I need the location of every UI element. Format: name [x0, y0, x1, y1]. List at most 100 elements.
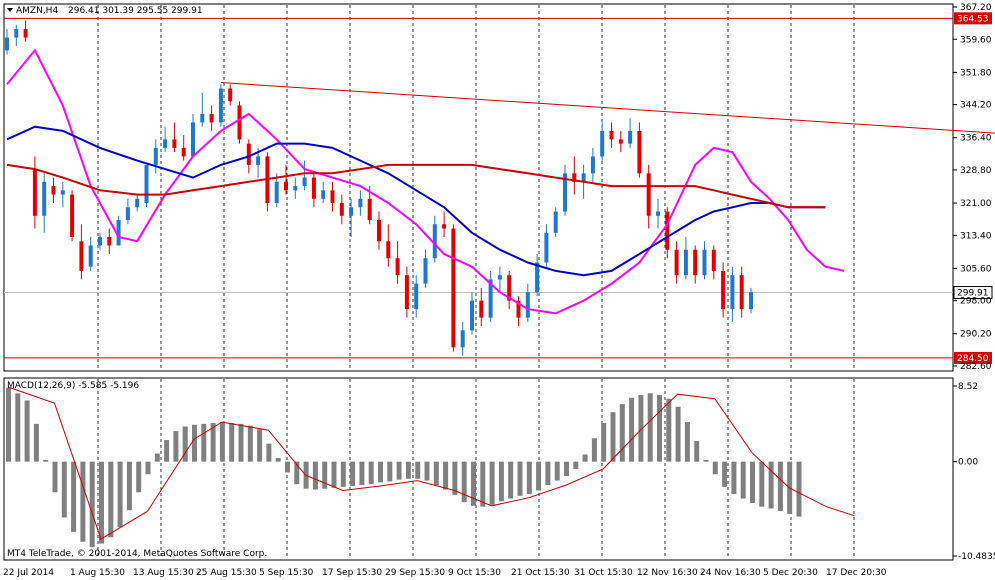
- macd-bar: [247, 425, 253, 462]
- candle-body: [590, 156, 595, 174]
- candle-body: [525, 292, 530, 318]
- macd-bar: [396, 461, 402, 480]
- candle-body: [70, 194, 75, 237]
- time-tick-label: 13 Aug 15:30: [133, 568, 194, 578]
- candle-body: [432, 224, 437, 259]
- macd-bar: [619, 404, 625, 462]
- macd-bar: [722, 461, 728, 487]
- macd-bar: [712, 461, 718, 475]
- macd-bar: [182, 426, 188, 462]
- macd-bar: [80, 461, 86, 542]
- candle-body: [209, 113, 214, 123]
- candle-body: [153, 147, 158, 165]
- horizontal-levels: 364.53 284.50 299.91: [4, 12, 993, 364]
- macd-bar: [387, 461, 393, 482]
- macd-bar: [517, 461, 523, 496]
- time-tick-label: 17 Dec 20:30: [826, 568, 887, 578]
- macd-bar: [322, 461, 328, 489]
- candle-body: [544, 232, 549, 263]
- macd-bar: [415, 461, 421, 479]
- moving-average-line: [6, 163, 826, 209]
- candle-body: [646, 173, 651, 216]
- candle-body: [721, 270, 726, 310]
- moving-averages-layer: [6, 48, 845, 315]
- macd-bar: [210, 422, 216, 462]
- candle-body: [674, 249, 679, 276]
- macd-bar: [154, 453, 160, 462]
- price-tick-label: 305.60: [960, 264, 992, 274]
- candle-body: [23, 29, 28, 38]
- macd-bar: [796, 461, 802, 517]
- macd-bar: [266, 443, 272, 462]
- macd-bar: [452, 461, 458, 495]
- macd-bar: [647, 393, 653, 462]
- candle-body: [711, 249, 716, 271]
- candle-body: [683, 249, 688, 276]
- dropdown-triangle-icon[interactable]: [7, 8, 13, 12]
- price-tick-label: 344.20: [960, 101, 992, 111]
- macd-bar: [201, 423, 207, 462]
- macd-bar: [777, 461, 783, 512]
- price-panel-frame: [3, 3, 954, 372]
- macd-tick-label: 8.52: [958, 382, 978, 392]
- macd-signal-line: [7, 386, 855, 540]
- candle-body: [116, 220, 121, 246]
- candle-body: [749, 292, 753, 310]
- trendline-layer: [220, 82, 995, 136]
- price-tick-label: 328.80: [960, 166, 992, 176]
- macd-bar: [629, 397, 635, 462]
- macd-bar: [582, 454, 588, 462]
- candle-body: [693, 249, 698, 276]
- candle-body: [516, 300, 521, 318]
- candle-body: [404, 275, 409, 310]
- candle-body: [600, 130, 605, 157]
- macd-bar: [498, 461, 504, 502]
- candle-body: [14, 29, 19, 38]
- macd-bar: [666, 398, 672, 462]
- current-price-label: 299.91: [957, 289, 989, 299]
- macd-bar: [126, 461, 132, 511]
- trendline[interactable]: [220, 82, 995, 136]
- macd-bar: [257, 429, 263, 462]
- candle-body: [191, 122, 195, 157]
- candle-body: [42, 181, 47, 216]
- level-price-tag: [954, 12, 992, 25]
- candle-body: [349, 207, 354, 216]
- macd-bar: [601, 422, 607, 462]
- current-price-tag: [953, 286, 993, 300]
- macd-bar: [136, 461, 142, 493]
- time-tick-label: 1 Aug 15:30: [70, 568, 125, 578]
- time-tick-label: 31 Oct 15:30: [574, 568, 633, 578]
- macd-bar: [33, 423, 39, 462]
- candle-body: [460, 330, 465, 348]
- candle-body: [218, 88, 223, 123]
- time-tick-label: 25 Aug 15:30: [196, 568, 257, 578]
- macd-bar: [15, 393, 21, 462]
- candle-body: [702, 249, 707, 276]
- candle-body: [358, 198, 363, 208]
- candle-body: [311, 177, 316, 199]
- candle-body: [423, 258, 428, 284]
- macd-bar: [43, 459, 49, 462]
- candle-body: [228, 88, 233, 102]
- macd-bar: [312, 461, 318, 490]
- candle-body: [507, 275, 512, 301]
- candle-body: [451, 228, 456, 348]
- candle-body: [609, 130, 614, 140]
- candle-body: [628, 130, 633, 144]
- macd-layer: [6, 386, 855, 548]
- macd-bar: [238, 423, 244, 462]
- candle-body: [730, 275, 735, 310]
- macd-bar: [489, 461, 495, 505]
- candle-body: [51, 186, 56, 195]
- candle-body: [5, 37, 9, 51]
- candle-body: [237, 105, 242, 140]
- candle-body: [79, 241, 84, 271]
- candle-body: [88, 245, 93, 267]
- time-tick-label: 12 Nov 16:30: [637, 568, 698, 578]
- macd-bar: [424, 461, 430, 481]
- level-price-label: 284.50: [957, 354, 989, 364]
- macd-bar: [740, 461, 746, 499]
- macd-bar: [405, 461, 411, 479]
